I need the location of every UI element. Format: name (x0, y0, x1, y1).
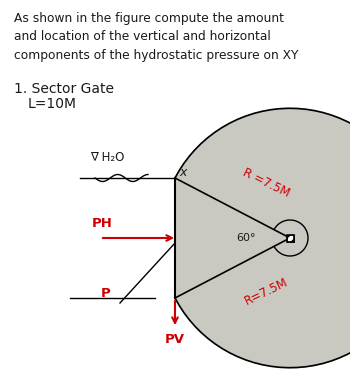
Bar (287, 234, 294, 241)
Text: R =7.5M: R =7.5M (240, 166, 292, 200)
Text: L=10M: L=10M (28, 97, 77, 111)
Text: PV: PV (165, 333, 185, 346)
Text: ∇ H₂O: ∇ H₂O (90, 151, 124, 164)
Text: As shown in the figure compute the amount
and location of the vertical and horiz: As shown in the figure compute the amoun… (14, 12, 298, 62)
Text: 1. Sector Gate: 1. Sector Gate (14, 82, 114, 96)
Text: P: P (100, 287, 110, 300)
Bar (287, 234, 294, 241)
Polygon shape (175, 108, 350, 368)
Text: 60°: 60° (237, 233, 256, 243)
Text: x: x (179, 166, 186, 179)
Text: PH: PH (92, 217, 113, 230)
Text: R=7.5M: R=7.5M (243, 276, 290, 308)
